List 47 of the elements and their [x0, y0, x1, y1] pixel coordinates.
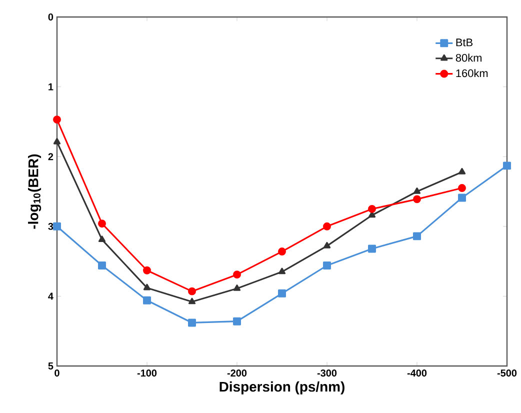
point — [143, 284, 151, 290]
point — [188, 287, 196, 296]
x-tick-label: -100 — [137, 370, 157, 377]
x-tick-label: -400 — [407, 370, 427, 377]
point — [53, 222, 61, 230]
y-tick-label: 3 — [48, 222, 54, 230]
point — [98, 262, 106, 270]
x-axis-title: Dispersion (ps/nm) — [220, 381, 344, 394]
point — [233, 317, 241, 326]
point — [53, 116, 61, 124]
y-tick-label: 1 — [48, 83, 54, 90]
point — [368, 204, 376, 213]
x-tick-label: -300 — [317, 370, 337, 377]
legend-label: 160km — [456, 69, 488, 78]
point — [98, 220, 106, 228]
point — [413, 195, 421, 204]
legend-label: 80km — [456, 54, 482, 62]
point — [323, 242, 331, 248]
y-tick-label: 2 — [48, 153, 54, 160]
y-tick-label: 0 — [48, 13, 54, 21]
point — [188, 298, 196, 304]
point — [98, 236, 106, 242]
y-tick-label: 5 — [48, 362, 54, 370]
legend-label: BtB — [456, 38, 473, 46]
point — [323, 262, 331, 270]
y-axis-title: -log$_{10}$(BER) — [28, 154, 42, 229]
point — [413, 232, 421, 240]
point — [323, 222, 331, 230]
y-tick-label: 4 — [48, 292, 54, 300]
x-tick-label: -200 — [227, 370, 247, 377]
point — [458, 194, 466, 202]
point — [503, 162, 511, 170]
point — [458, 184, 466, 192]
x-tick-label: 0 — [54, 370, 60, 377]
point — [233, 284, 241, 291]
point — [368, 244, 376, 253]
point — [278, 248, 286, 256]
point — [188, 318, 196, 327]
point — [143, 296, 151, 304]
point — [233, 270, 241, 279]
point — [278, 289, 286, 298]
point — [143, 266, 151, 274]
point — [458, 168, 466, 174]
x-tick-label: -500 — [497, 370, 517, 377]
point — [413, 188, 421, 194]
point — [278, 268, 286, 274]
point — [53, 138, 61, 144]
